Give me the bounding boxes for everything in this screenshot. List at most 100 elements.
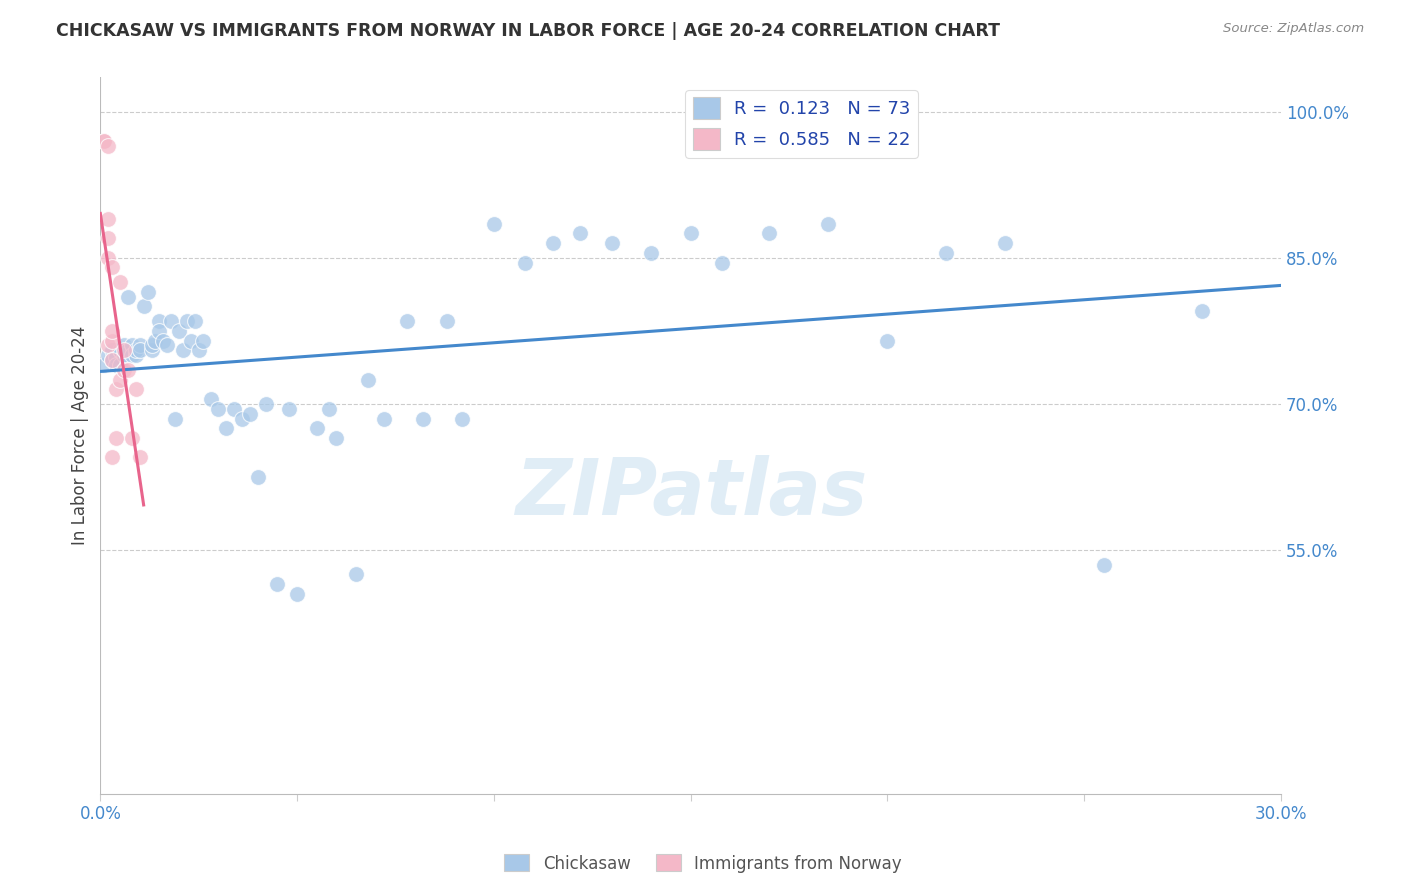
Point xyxy=(101,353,124,368)
Point xyxy=(215,421,238,435)
Point xyxy=(180,334,202,348)
Point xyxy=(112,343,135,358)
Point xyxy=(184,314,207,328)
Point xyxy=(101,353,124,368)
Point xyxy=(108,343,131,358)
Point xyxy=(117,290,139,304)
Point xyxy=(108,372,131,386)
Point xyxy=(412,411,434,425)
Point xyxy=(451,411,474,425)
Point xyxy=(254,397,277,411)
Point xyxy=(640,245,662,260)
Point xyxy=(125,348,148,362)
Point xyxy=(876,334,898,348)
Point xyxy=(108,358,131,372)
Point xyxy=(112,363,135,377)
Point xyxy=(817,217,839,231)
Point xyxy=(285,587,308,601)
Point xyxy=(101,343,124,358)
Legend: Chickasaw, Immigrants from Norway: Chickasaw, Immigrants from Norway xyxy=(498,847,908,880)
Y-axis label: In Labor Force | Age 20-24: In Labor Force | Age 20-24 xyxy=(72,326,89,545)
Point xyxy=(246,470,269,484)
Point xyxy=(93,134,115,148)
Point xyxy=(132,300,155,314)
Point xyxy=(1092,558,1115,572)
Point xyxy=(758,227,780,241)
Point xyxy=(108,343,131,358)
Point xyxy=(125,382,148,396)
Point xyxy=(600,236,623,251)
Point xyxy=(156,338,179,352)
Point xyxy=(148,314,170,328)
Point xyxy=(396,314,419,328)
Point xyxy=(141,343,163,358)
Point xyxy=(160,314,183,328)
Point xyxy=(148,324,170,338)
Point xyxy=(97,338,120,352)
Point xyxy=(318,401,340,416)
Point xyxy=(121,431,143,445)
Point xyxy=(200,392,222,406)
Point xyxy=(152,334,174,348)
Point xyxy=(541,236,564,251)
Point xyxy=(165,411,187,425)
Point xyxy=(101,334,124,348)
Point xyxy=(176,314,198,328)
Point xyxy=(145,334,167,348)
Point xyxy=(515,255,537,269)
Point xyxy=(105,358,128,372)
Point xyxy=(105,431,128,445)
Point xyxy=(278,401,301,416)
Point xyxy=(994,236,1017,251)
Point xyxy=(187,343,209,358)
Point xyxy=(93,358,115,372)
Point xyxy=(112,338,135,352)
Point xyxy=(1191,304,1213,318)
Point xyxy=(93,134,115,148)
Point xyxy=(105,350,128,364)
Point xyxy=(167,324,190,338)
Point xyxy=(97,231,120,245)
Point xyxy=(101,260,124,275)
Point xyxy=(97,138,120,153)
Point xyxy=(136,285,159,299)
Point xyxy=(224,401,246,416)
Point xyxy=(357,372,380,386)
Point xyxy=(128,450,150,465)
Point xyxy=(117,343,139,358)
Text: ZIPatlas: ZIPatlas xyxy=(515,455,866,531)
Point xyxy=(679,227,702,241)
Point xyxy=(711,255,734,269)
Point xyxy=(141,338,163,352)
Point xyxy=(373,411,395,425)
Point xyxy=(172,343,194,358)
Point xyxy=(266,577,288,591)
Text: Source: ZipAtlas.com: Source: ZipAtlas.com xyxy=(1223,22,1364,36)
Point xyxy=(128,338,150,352)
Point xyxy=(125,343,148,358)
Point xyxy=(117,363,139,377)
Point xyxy=(105,382,128,396)
Point xyxy=(325,431,347,445)
Point xyxy=(97,211,120,226)
Point xyxy=(482,217,505,231)
Point xyxy=(97,251,120,265)
Point xyxy=(305,421,328,435)
Point xyxy=(112,348,135,362)
Point xyxy=(101,450,124,465)
Point xyxy=(121,338,143,352)
Point xyxy=(436,314,458,328)
Point xyxy=(231,411,253,425)
Legend: R =  0.123   N = 73, R =  0.585   N = 22: R = 0.123 N = 73, R = 0.585 N = 22 xyxy=(685,90,918,158)
Text: CHICKASAW VS IMMIGRANTS FROM NORWAY IN LABOR FORCE | AGE 20-24 CORRELATION CHART: CHICKASAW VS IMMIGRANTS FROM NORWAY IN L… xyxy=(56,22,1000,40)
Point xyxy=(191,334,214,348)
Point xyxy=(97,348,120,362)
Point xyxy=(101,324,124,338)
Point xyxy=(108,275,131,289)
Point xyxy=(207,401,229,416)
Point xyxy=(128,343,150,358)
Point xyxy=(344,567,367,582)
Point xyxy=(935,245,957,260)
Point xyxy=(239,407,262,421)
Point xyxy=(121,348,143,362)
